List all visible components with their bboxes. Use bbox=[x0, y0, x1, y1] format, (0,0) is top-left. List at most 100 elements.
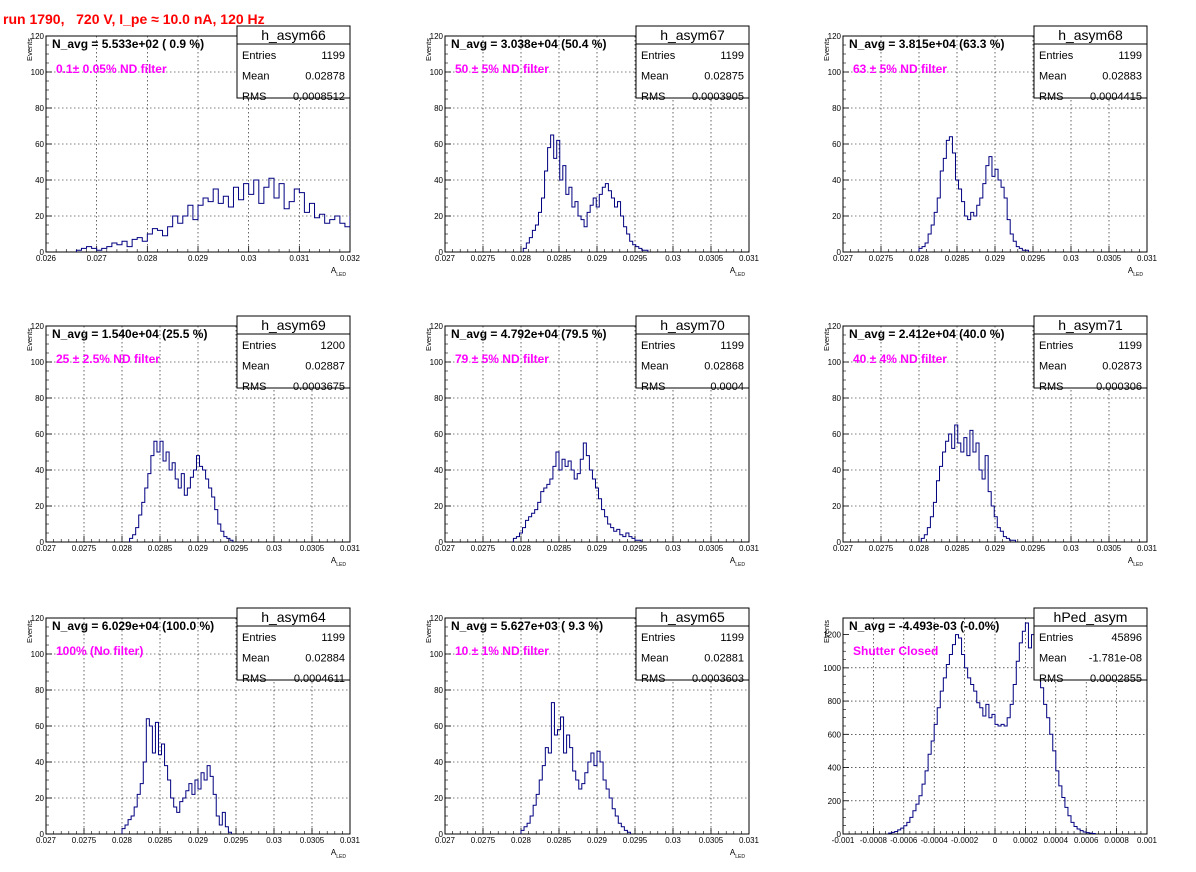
x-tick-label: 0.0295 bbox=[1021, 544, 1046, 553]
stats-value: 1199 bbox=[321, 50, 345, 62]
stats-key: Mean bbox=[641, 653, 669, 665]
histogram-panel-h_asym65: 0.027 0.0275 0.028 0.0285 0.029 0.0295 0.03 0.0… bbox=[424, 607, 760, 860]
y-tick-label: 100 bbox=[31, 68, 45, 77]
x-tick-label: 0.0295 bbox=[224, 836, 249, 845]
stats-value: 1200 bbox=[321, 340, 345, 352]
stats-value: 0.0002855 bbox=[1090, 673, 1142, 685]
x-tick-label: 0.0295 bbox=[623, 836, 648, 845]
y-tick-label: 80 bbox=[35, 394, 44, 403]
x-tick-label: 0.031 bbox=[340, 836, 361, 845]
stats-title: h_asym67 bbox=[660, 27, 725, 43]
histogram-panel-h_asym70: 0.027 0.0275 0.028 0.0285 0.029 0.0295 0.03 0.0… bbox=[424, 315, 760, 568]
y-tick-label: 0 bbox=[439, 538, 444, 547]
x-tick-label: 0.03 bbox=[665, 254, 681, 263]
y-tick-label: 120 bbox=[430, 614, 444, 623]
stats-title: h_asym66 bbox=[261, 27, 326, 43]
y-tick-label: 80 bbox=[434, 394, 443, 403]
x-tick-label: 0.029 bbox=[587, 836, 608, 845]
y-tick-label: 0 bbox=[439, 830, 444, 839]
stats-key: Mean bbox=[242, 71, 270, 83]
y-tick-label: 100 bbox=[31, 358, 45, 367]
y-tick-label: 100 bbox=[430, 68, 444, 77]
x-tick-label: 0.0285 bbox=[945, 544, 970, 553]
stats-key: RMS bbox=[1039, 381, 1063, 393]
stats-key: RMS bbox=[641, 381, 665, 393]
x-tick-label: 0.03 bbox=[266, 836, 282, 845]
y-tick-label: 100 bbox=[31, 650, 45, 659]
x-tick-label: 0.0275 bbox=[471, 254, 496, 263]
y-tick-label: 800 bbox=[828, 697, 842, 706]
y-tick-label: 0 bbox=[837, 248, 842, 257]
x-tick-label: 0.032 bbox=[340, 254, 361, 263]
x-tick-label: 0.028 bbox=[137, 254, 158, 263]
y-tick-label: 40 bbox=[35, 758, 44, 767]
stats-key: RMS bbox=[1039, 673, 1063, 685]
stats-value: 0.0003905 bbox=[692, 91, 744, 103]
x-tick-label: 0.031 bbox=[739, 254, 760, 263]
x-tick-label: 0.027 bbox=[36, 544, 57, 553]
y-tick-label: 80 bbox=[434, 686, 443, 695]
y-tick-label: 120 bbox=[828, 322, 842, 331]
stats-value: 0.0004415 bbox=[1090, 91, 1142, 103]
x-axis-label: ALED bbox=[331, 556, 346, 568]
filter-label: 10 ± 1% ND filter bbox=[455, 644, 549, 658]
x-tick-label: 0.0305 bbox=[300, 544, 325, 553]
x-tick-label: 0.029 bbox=[587, 254, 608, 263]
y-tick-label: 80 bbox=[832, 104, 841, 113]
x-tick-label: 0.031 bbox=[1137, 544, 1158, 553]
navg-label: N_avg = 6.029e+04 (100.0 %) bbox=[52, 619, 214, 633]
stats-title: h_asym64 bbox=[261, 609, 326, 625]
x-tick-label: 0.0275 bbox=[72, 836, 97, 845]
histogram-panel-h_asym69: 0.027 0.0275 0.028 0.0285 0.029 0.0295 0.03 0.0… bbox=[25, 315, 361, 568]
x-tick-label: 0.028 bbox=[909, 544, 930, 553]
x-tick-label: 0.027 bbox=[435, 254, 456, 263]
histogram-panel-h_asym66: 0.026 0.027 0.028 0.029 0.03 0.031 0.032 0 20 40 6… bbox=[25, 25, 361, 278]
stats-key: RMS bbox=[641, 91, 665, 103]
x-tick-label: 0.03 bbox=[241, 254, 257, 263]
y-tick-label: 20 bbox=[434, 794, 443, 803]
x-axis-label: ALED bbox=[730, 266, 745, 278]
y-tick-label: 40 bbox=[35, 466, 44, 475]
stats-box bbox=[635, 315, 750, 389]
y-tick-label: 20 bbox=[35, 502, 44, 511]
x-tick-label: 0.027 bbox=[435, 544, 456, 553]
navg-label: N_avg = 3.815e+04 (63.3 %) bbox=[849, 37, 1004, 51]
x-tick-label: 0.0285 bbox=[945, 254, 970, 263]
x-tick-label: 0.031 bbox=[289, 254, 310, 263]
x-tick-label: 0.0305 bbox=[1097, 254, 1122, 263]
x-tick-label: 0.001 bbox=[1137, 836, 1158, 845]
y-axis-label: Events bbox=[25, 38, 34, 61]
x-tick-label: 0.0006 bbox=[1074, 836, 1099, 845]
x-tick-label: 0.0002 bbox=[1013, 836, 1038, 845]
y-tick-label: 60 bbox=[434, 430, 443, 439]
histogram-panel-h_asym71: 0.027 0.0275 0.028 0.0285 0.029 0.0295 0.03 0.0… bbox=[822, 315, 1158, 568]
x-tick-label: 0.03 bbox=[1063, 544, 1079, 553]
y-tick-label: 80 bbox=[832, 394, 841, 403]
x-axis-label: ALED bbox=[1128, 556, 1143, 568]
stats-title: hPed_asym bbox=[1054, 609, 1128, 625]
stats-key: Entries bbox=[242, 340, 277, 352]
y-tick-label: 60 bbox=[35, 722, 44, 731]
navg-label: N_avg = 4.792e+04 (79.5 %) bbox=[451, 327, 606, 341]
y-tick-label: 60 bbox=[832, 140, 841, 149]
x-tick-label: 0.027 bbox=[833, 254, 854, 263]
stats-value: 0.02873 bbox=[1102, 361, 1142, 373]
navg-label: N_avg = 3.038e+04 (50.4 %) bbox=[451, 37, 606, 51]
y-tick-label: 80 bbox=[35, 104, 44, 113]
histogram-series bbox=[520, 702, 631, 834]
stats-key: Mean bbox=[242, 653, 270, 665]
stats-value: 0.0003603 bbox=[692, 673, 744, 685]
histogram-panel-h_asym68: 0.027 0.0275 0.028 0.0285 0.029 0.0295 0.03 0.0… bbox=[822, 25, 1158, 278]
y-tick-label: 120 bbox=[430, 322, 444, 331]
stats-value: 0.02868 bbox=[704, 361, 744, 373]
x-tick-label: 0.0285 bbox=[148, 544, 173, 553]
x-tick-label: 0.0305 bbox=[699, 544, 724, 553]
y-tick-label: 0 bbox=[40, 538, 45, 547]
y-tick-label: 100 bbox=[430, 358, 444, 367]
stats-key: Entries bbox=[641, 632, 676, 644]
stats-title: h_asym69 bbox=[261, 317, 326, 333]
x-tick-label: 0.0285 bbox=[547, 544, 572, 553]
x-tick-label: 0.029 bbox=[985, 544, 1006, 553]
stats-key: Mean bbox=[1039, 653, 1067, 665]
